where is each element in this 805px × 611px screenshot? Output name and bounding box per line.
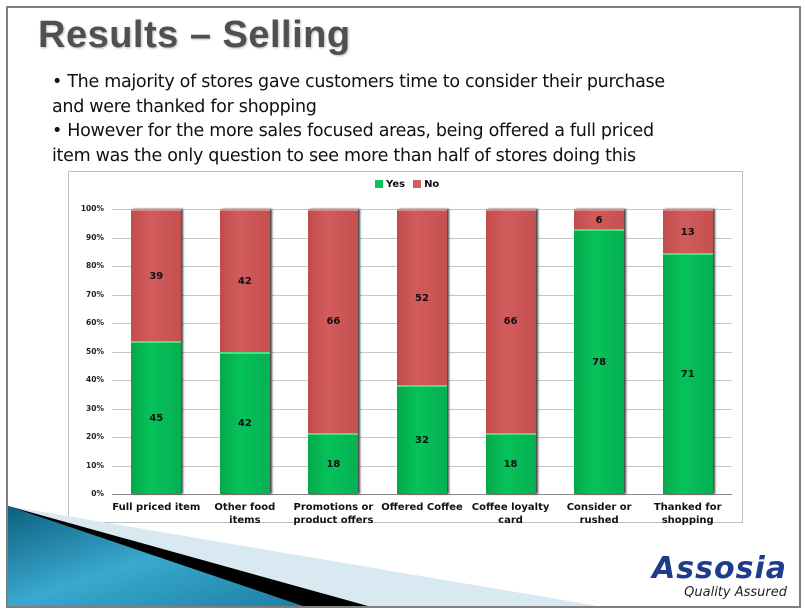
bullet-list: • The majority of stores gave customers … <box>52 70 772 168</box>
bullet-line: • The majority of stores gave customers … <box>52 72 665 92</box>
logo-name: Assosia <box>652 551 787 586</box>
bar-promotions-or-product-offers: 66 18 <box>308 209 359 494</box>
bar-segment-yes: 18 <box>485 432 536 494</box>
bar-segment-yes: 78 <box>574 229 625 494</box>
bar-segment-no: 42 <box>219 209 270 352</box>
assosia-logo: Assosia Quality Assured <box>652 551 787 601</box>
legend-item-no: No <box>413 179 439 190</box>
x-tick-label: Other food items <box>214 502 276 526</box>
bar-other-food-items: 42 42 <box>219 209 270 494</box>
y-tick-label: 50% <box>86 346 104 356</box>
bar-consider-or-rushed: 6 78 <box>574 209 625 494</box>
y-tick-label: 40% <box>86 375 104 384</box>
stacked-bar-chart: Yes No 0% 10% 20% 30% 40% 50% 60% 70% 80% 90% 100%… <box>68 171 743 526</box>
bar-segment-yes: 32 <box>397 385 447 494</box>
chart-legend: Yes No <box>375 179 439 190</box>
x-tick-label: Full priced item <box>112 502 201 513</box>
bar-segment-no: 6 <box>574 209 625 230</box>
logo-tagline: Quality Assured <box>684 585 787 600</box>
slide-title: Results – Selling <box>38 14 351 56</box>
bar-segment-no: 39 <box>131 209 182 342</box>
bar-segment-yes: 71 <box>662 253 713 494</box>
y-tick-label: 100% <box>80 204 104 213</box>
x-tick-label: Coffee loyalty card <box>471 502 550 526</box>
bar-segment-yes: 42 <box>219 351 270 494</box>
slide: Results – Selling • The majority of stor… <box>6 6 801 608</box>
legend-swatch-yes <box>375 180 383 188</box>
bar-thanked-for-shopping: 13 71 <box>662 209 713 494</box>
y-tick-label: 70% <box>86 289 104 299</box>
bar-segment-yes: 45 <box>131 341 182 494</box>
x-tick-label: Thanked for shopping <box>653 502 722 526</box>
y-tick-label: 20% <box>86 432 104 441</box>
x-axis <box>112 494 732 495</box>
bar-segment-no: 52 <box>397 209 447 386</box>
bullet-line: • However for the more sales focused are… <box>52 121 654 141</box>
legend-item-yes: Yes <box>375 179 405 190</box>
bar-offered-coffee: 52 32 <box>397 209 447 494</box>
legend-swatch-no <box>413 180 422 188</box>
bullet-line: item was the only question to see more t… <box>52 145 636 166</box>
y-tick-label: 30% <box>86 403 104 413</box>
y-tick-label: 90% <box>86 232 104 242</box>
bar-segment-no: 66 <box>485 209 536 433</box>
bullet-line: and were thanked for shopping <box>52 96 317 117</box>
bar-segment-no: 13 <box>662 209 713 254</box>
bar-full-priced-item: 39 45 <box>131 209 182 494</box>
x-tick-label: Consider or rushed <box>566 502 632 526</box>
bar-coffee-loyalty-card: 66 18 <box>485 209 536 494</box>
y-tick-label: 80% <box>86 261 104 270</box>
y-tick-label: 10% <box>86 460 104 470</box>
y-tick-label: 60% <box>86 318 104 327</box>
plot-area: 0% 10% 20% 30% 40% 50% 60% 70% 80% 90% 100% 39 45 Ful… <box>81 204 742 526</box>
decorative-swoosh <box>8 506 598 606</box>
x-tick-label: Promotions or product offers <box>293 502 374 526</box>
y-tick-label: 0% <box>91 489 104 498</box>
bar-segment-yes: 18 <box>308 432 359 494</box>
bar-segment-no: 66 <box>308 209 359 433</box>
x-tick-label: Offered Coffee <box>381 502 463 513</box>
